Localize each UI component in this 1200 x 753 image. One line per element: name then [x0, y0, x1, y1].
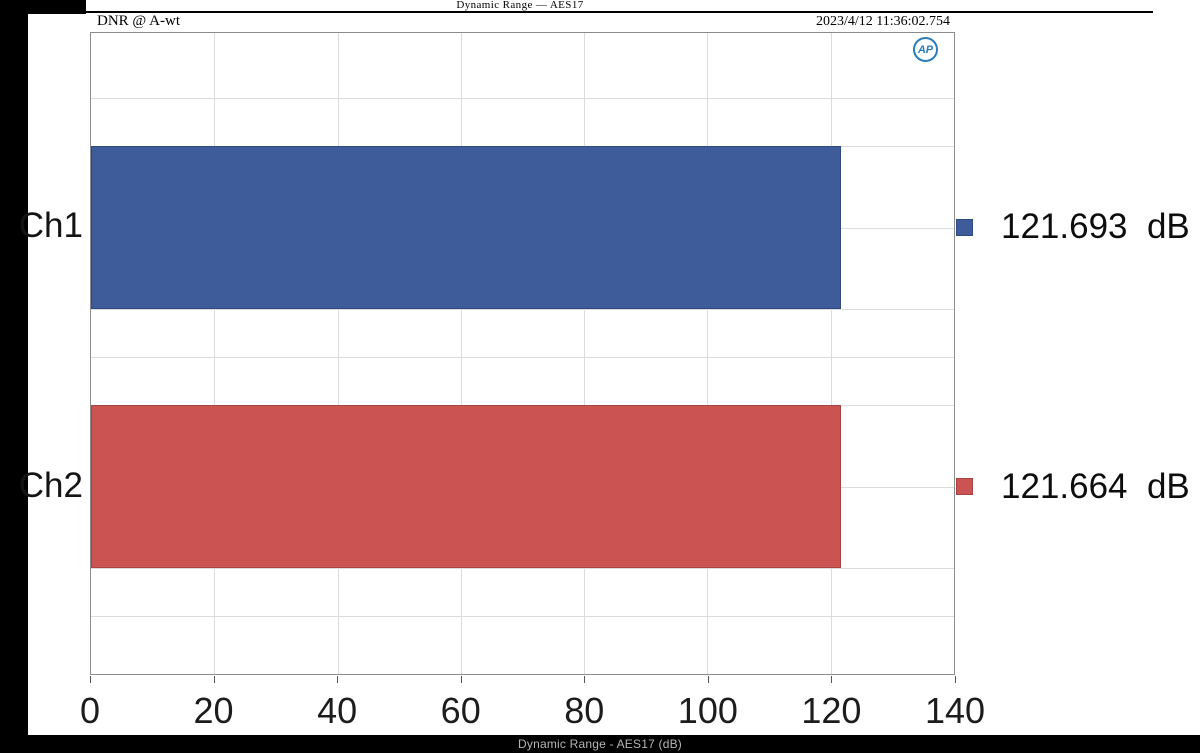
chart-title: Dynamic Range — AES17	[456, 0, 584, 11]
ap-logo-icon: AP	[913, 37, 938, 62]
x-tick-mark	[707, 676, 709, 683]
bar-ch1	[91, 145, 842, 310]
gridline-horizontal	[91, 568, 954, 570]
value-label-ch1: 121.693 dB	[1001, 207, 1190, 247]
x-tick-label: 0	[79, 690, 101, 731]
gridline-vertical	[584, 33, 586, 674]
value-annotation-ch1: 121.693 dB	[956, 207, 1190, 247]
x-tick-mark	[337, 676, 339, 683]
category-label-ch2: Ch2	[18, 466, 83, 506]
plot-area: AP	[90, 32, 955, 675]
header-divider	[86, 11, 1153, 13]
gridline-horizontal	[91, 616, 954, 618]
x-tick-mark	[584, 676, 586, 683]
x-tick-mark	[90, 676, 91, 683]
x-axis-tick-labels: 0 20 40 60 80 100 120 140	[80, 690, 985, 732]
gridline-horizontal	[91, 309, 954, 311]
x-tick-label: 100	[677, 690, 738, 731]
x-tick-label: 120	[801, 690, 862, 731]
gridline-vertical	[460, 33, 462, 674]
frame-left-border	[0, 0, 28, 753]
legend-swatch-ch1	[956, 218, 973, 236]
x-tick-label: 60	[440, 690, 481, 731]
x-tick-label: 20	[193, 690, 234, 731]
ap-logo-text: AP	[917, 43, 934, 56]
gridline-vertical	[707, 33, 709, 674]
gridline-horizontal	[91, 357, 954, 359]
value-annotations: 121.693 dB 121.664 dB	[955, 32, 1200, 675]
x-tick-mark	[955, 676, 956, 683]
measurement-label: DNR @ A-wt	[97, 13, 180, 29]
x-axis-title: Dynamic Range - AES17 (dB)	[518, 737, 682, 751]
bar-ch2	[91, 404, 841, 569]
timestamp: 2023/4/12 11:36:02.754	[815, 14, 950, 29]
category-label-ch1: Ch1	[18, 206, 83, 246]
x-tick-mark	[460, 676, 462, 683]
legend-swatch-ch2	[956, 478, 973, 496]
x-tick-label: 80	[564, 690, 605, 731]
value-label-ch2: 121.664 dB	[1001, 466, 1190, 506]
value-annotation-ch2: 121.664 dB	[956, 467, 1190, 507]
gridline-vertical	[214, 33, 216, 674]
gridline-vertical	[337, 33, 339, 674]
x-tick-mark	[213, 676, 215, 683]
frame-bottom-border: Dynamic Range - AES17 (dB)	[0, 735, 1200, 753]
x-axis-ticks	[90, 676, 956, 684]
gridline-vertical	[830, 33, 832, 674]
gridline-horizontal	[91, 97, 954, 99]
x-tick-label: 40	[317, 690, 358, 731]
y-axis-category-labels: Ch1 Ch2	[0, 32, 86, 675]
frame-top-left-border	[0, 0, 86, 14]
x-tick-label: 140	[924, 690, 986, 731]
x-tick-mark	[831, 676, 833, 683]
